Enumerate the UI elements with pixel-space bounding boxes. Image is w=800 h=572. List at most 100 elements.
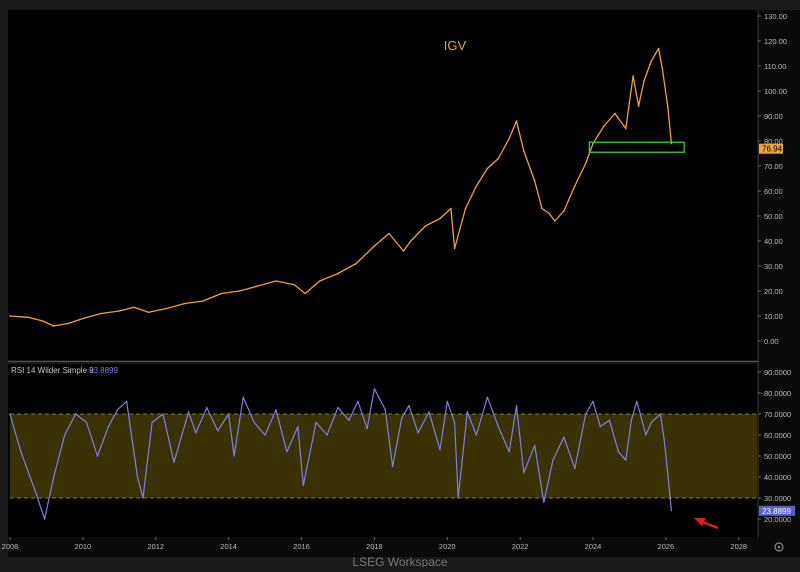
rsi-point bbox=[650, 421, 652, 424]
price-point bbox=[643, 80, 645, 82]
rsi-point bbox=[195, 432, 197, 434]
price-point bbox=[165, 307, 168, 310]
rsi-point bbox=[508, 451, 510, 453]
price-y-tick-label: 70.00 bbox=[764, 162, 783, 171]
rsi-indicator-title: RSI 14 Wilder Simple 9 bbox=[11, 366, 94, 375]
rsi-point bbox=[645, 434, 647, 436]
price-y-tick-label: 20.00 bbox=[764, 287, 783, 296]
rsi-point bbox=[233, 455, 235, 457]
rsi-point bbox=[636, 400, 638, 403]
price-point bbox=[9, 315, 11, 317]
rsi-point bbox=[253, 421, 255, 424]
x-tick-label: 2016 bbox=[293, 542, 310, 551]
price-chart-title: IGV bbox=[444, 38, 467, 53]
price-point bbox=[574, 185, 576, 187]
price-point bbox=[554, 220, 556, 222]
x-tick-label: 2008 bbox=[2, 542, 19, 551]
rsi-point bbox=[63, 434, 66, 436]
price-point bbox=[388, 232, 390, 235]
rsi-point bbox=[187, 411, 190, 413]
rsi-point bbox=[384, 409, 386, 411]
rsi-point bbox=[670, 509, 673, 512]
rsi-point bbox=[348, 419, 350, 421]
rsi-point bbox=[523, 472, 525, 474]
rsi-point bbox=[373, 388, 376, 390]
rsi-point bbox=[315, 421, 317, 424]
price-point bbox=[424, 225, 427, 227]
price-point bbox=[42, 320, 44, 322]
price-point bbox=[355, 262, 358, 265]
x-tick-label: 2014 bbox=[220, 542, 237, 551]
rsi-point bbox=[142, 497, 144, 499]
price-y-tick-label: 80.00 bbox=[764, 137, 783, 146]
rsi-point bbox=[446, 400, 448, 403]
price-y-tick-label: 130.00 bbox=[764, 12, 787, 21]
red-arrow-icon bbox=[694, 518, 719, 530]
price-point bbox=[275, 280, 277, 282]
rsi-point bbox=[608, 419, 611, 421]
rsi-point bbox=[125, 400, 128, 403]
price-point bbox=[632, 75, 634, 77]
rsi-y-tick-label: 60.0000 bbox=[764, 431, 791, 440]
price-point bbox=[52, 325, 55, 327]
rsi-point bbox=[74, 413, 77, 415]
support-zone-box bbox=[588, 141, 685, 153]
rsi-point bbox=[85, 421, 88, 424]
price-y-tick-label: 40.00 bbox=[764, 237, 783, 246]
rsi-point bbox=[151, 421, 153, 424]
rsi-point bbox=[53, 476, 55, 478]
rsi-point bbox=[297, 425, 299, 428]
x-tick-label: 2018 bbox=[366, 542, 383, 551]
price-point bbox=[453, 247, 456, 250]
rsi-point bbox=[116, 409, 119, 411]
price-point bbox=[515, 120, 518, 122]
rsi-point bbox=[136, 476, 139, 478]
price-y-tick-label: 60.00 bbox=[764, 187, 783, 196]
rsi-point bbox=[206, 407, 208, 409]
price-point bbox=[337, 272, 339, 275]
rsi-point bbox=[466, 411, 468, 413]
price-point bbox=[147, 311, 150, 314]
rsi-point bbox=[453, 421, 456, 424]
rsi-point bbox=[162, 413, 164, 415]
x-tick-label: 2024 bbox=[585, 542, 602, 551]
price-y-tick-label: 50.00 bbox=[764, 212, 783, 221]
rsi-point bbox=[439, 449, 441, 451]
rsi-point bbox=[592, 400, 594, 403]
price-point bbox=[657, 47, 660, 50]
price-point bbox=[402, 250, 405, 252]
price-y-tick-label: 10.00 bbox=[764, 312, 783, 321]
footer-brand: LSEG Workspace bbox=[352, 555, 447, 567]
price-point bbox=[650, 60, 653, 62]
x-tick-label: 2020 bbox=[439, 542, 456, 551]
price-point bbox=[486, 167, 489, 170]
rsi-point bbox=[563, 436, 565, 438]
rsi-point bbox=[401, 417, 403, 419]
rsi-point bbox=[173, 461, 175, 463]
rsi-point bbox=[617, 451, 620, 453]
rsi-point bbox=[475, 434, 478, 436]
rsi-point bbox=[326, 434, 328, 436]
price-point bbox=[304, 292, 307, 295]
rsi-point bbox=[357, 400, 359, 403]
rsi-point bbox=[286, 451, 288, 453]
rsi-last-value-label: 23.8899 bbox=[762, 507, 791, 516]
price-point bbox=[464, 207, 467, 210]
price-point bbox=[475, 185, 478, 187]
x-axis-strip bbox=[8, 537, 800, 557]
price-last-value-label: 76.94 bbox=[762, 145, 783, 154]
price-series-line bbox=[9, 47, 673, 327]
price-point bbox=[603, 125, 605, 127]
gear-icon[interactable] bbox=[774, 542, 784, 552]
price-y-tick-label: 0.00 bbox=[764, 337, 779, 346]
x-tick-label: 2012 bbox=[147, 542, 164, 551]
price-point bbox=[666, 105, 669, 107]
right-axis-bg bbox=[759, 10, 800, 537]
rsi-point bbox=[543, 501, 545, 503]
price-point bbox=[563, 210, 565, 212]
rsi-point bbox=[408, 404, 410, 407]
rsi-point bbox=[264, 434, 266, 436]
price-point bbox=[508, 137, 511, 140]
price-point bbox=[133, 306, 135, 309]
